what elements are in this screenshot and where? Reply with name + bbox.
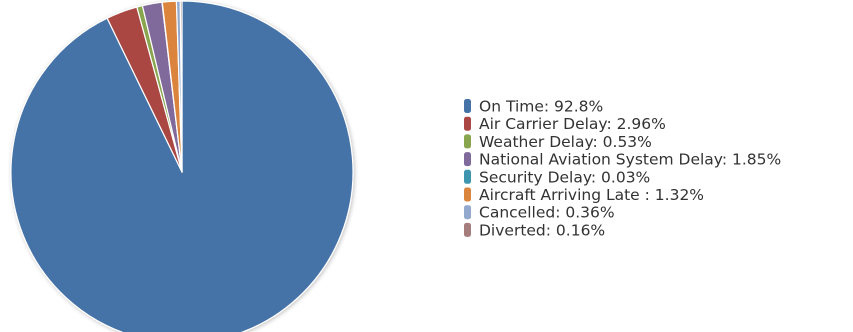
legend-marker-national-aviation-system-delay [464, 152, 471, 167]
legend-marker-diverted [464, 222, 471, 237]
legend-label-national-aviation-system-delay: National Aviation System Delay: 1.85% [479, 151, 781, 169]
legend-item-aircraft-arriving-late[interactable]: Aircraft Arriving Late : 1.32% [464, 186, 704, 204]
legend-label-diverted: Diverted: 0.16% [479, 221, 605, 239]
legend-marker-weather-delay [464, 134, 471, 149]
legend-label-security-delay: Security Delay: 0.03% [479, 168, 650, 186]
legend-item-security-delay[interactable]: Security Delay: 0.03% [464, 168, 650, 186]
legend-item-weather-delay[interactable]: Weather Delay: 0.53% [464, 133, 652, 151]
chart-legend: On Time: 92.8%Air Carrier Delay: 2.96%We… [464, 98, 781, 239]
legend-label-on-time: On Time: 92.8% [479, 98, 603, 116]
legend-item-on-time[interactable]: On Time: 92.8% [464, 98, 603, 116]
legend-marker-air-carrier-delay [464, 116, 471, 131]
legend-item-cancelled[interactable]: Cancelled: 0.36% [464, 204, 615, 222]
pie-slice-diverted[interactable] [179, 0, 183, 173]
pie-slices [10, 0, 354, 332]
legend-label-cancelled: Cancelled: 0.36% [479, 204, 615, 222]
legend-label-aircraft-arriving-late: Aircraft Arriving Late : 1.32% [479, 186, 704, 204]
legend-label-air-carrier-delay: Air Carrier Delay: 2.96% [479, 115, 666, 133]
legend-marker-on-time [464, 99, 471, 113]
legend-marker-security-delay [464, 169, 471, 184]
legend-label-weather-delay: Weather Delay: 0.53% [479, 133, 652, 151]
legend-marker-cancelled [464, 205, 471, 220]
legend-item-diverted[interactable]: Diverted: 0.16% [464, 221, 605, 239]
legend-marker-aircraft-arriving-late [464, 187, 471, 202]
legend-item-national-aviation-system-delay[interactable]: National Aviation System Delay: 1.85% [464, 151, 781, 169]
legend-item-air-carrier-delay[interactable]: Air Carrier Delay: 2.96% [464, 115, 666, 133]
